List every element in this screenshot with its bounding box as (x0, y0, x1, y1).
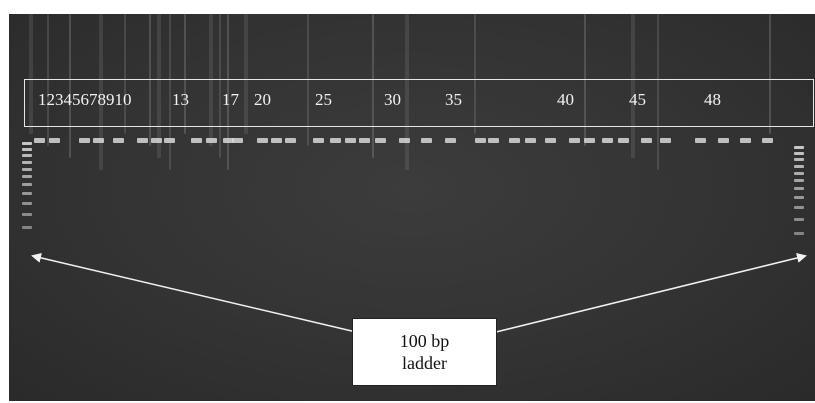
sample-band (740, 138, 751, 143)
ladder-band (794, 218, 804, 221)
ladder-callout-box: 100 bp ladder (352, 318, 497, 386)
ladder-band (794, 179, 804, 182)
lane-label-box (24, 79, 814, 127)
sample-band (475, 138, 486, 143)
callout-line-2: ladder (402, 352, 447, 374)
sample-band (618, 138, 629, 143)
lane-label-45: 45 (629, 90, 646, 110)
sample-band (257, 138, 268, 143)
lane-label-17: 17 (222, 90, 239, 110)
sample-band (49, 138, 60, 143)
sample-band (488, 138, 499, 143)
ladder-right-bands (794, 146, 804, 235)
sample-band (151, 138, 162, 143)
sample-band (191, 138, 202, 143)
sample-band (445, 138, 456, 143)
sample-band (34, 138, 45, 143)
ladder-left-bands (22, 142, 32, 229)
sample-band (509, 138, 520, 143)
sample-band (641, 138, 652, 143)
sample-band (545, 138, 556, 143)
sample-band (313, 138, 324, 143)
ladder-band (794, 146, 804, 149)
lane-label-40: 40 (557, 90, 574, 110)
sample-band (285, 138, 296, 143)
ladder-band (22, 192, 32, 195)
lane-label-35: 35 (445, 90, 462, 110)
lane-label-48: 48 (704, 90, 721, 110)
ladder-band (22, 148, 32, 151)
sample-band (695, 138, 706, 143)
sample-band (93, 138, 104, 143)
sample-band (718, 138, 729, 143)
ladder-band (794, 158, 804, 161)
sample-band (232, 138, 243, 143)
sample-band (330, 138, 341, 143)
ladder-band (22, 168, 32, 171)
ladder-band (22, 202, 32, 205)
lane-label-20: 20 (254, 90, 271, 110)
ladder-band (22, 161, 32, 164)
lane-label-30: 30 (384, 90, 401, 110)
sample-band (164, 138, 175, 143)
ladder-band (22, 142, 32, 145)
lane-label-1-10: 12345678910 (38, 90, 132, 110)
ladder-band (794, 206, 804, 209)
sample-band (399, 138, 410, 143)
dna-bands (34, 138, 773, 143)
sample-band (762, 138, 773, 143)
ladder-band (794, 187, 804, 190)
ladder-band (22, 213, 32, 216)
sample-band (271, 138, 282, 143)
sample-band (206, 138, 217, 143)
ladder-band (794, 152, 804, 155)
ladder-band (794, 172, 804, 175)
sample-band (113, 138, 124, 143)
ladder-band (22, 175, 32, 178)
ladder-band (22, 183, 32, 186)
sample-band (137, 138, 148, 143)
sample-band (345, 138, 356, 143)
lane-label-13: 13 (172, 90, 189, 110)
sample-band (359, 138, 370, 143)
callout-line-1: 100 bp (400, 330, 450, 352)
ladder-band (22, 226, 32, 229)
sample-band (79, 138, 90, 143)
sample-band (584, 138, 595, 143)
lane-label-25: 25 (315, 90, 332, 110)
ladder-band (794, 165, 804, 168)
sample-band (569, 138, 580, 143)
sample-band (421, 138, 432, 143)
sample-band (660, 138, 671, 143)
sample-band (375, 138, 386, 143)
ladder-band (22, 154, 32, 157)
ladder-band (794, 196, 804, 199)
ladder-band (794, 232, 804, 235)
sample-band (525, 138, 536, 143)
sample-band (602, 138, 613, 143)
